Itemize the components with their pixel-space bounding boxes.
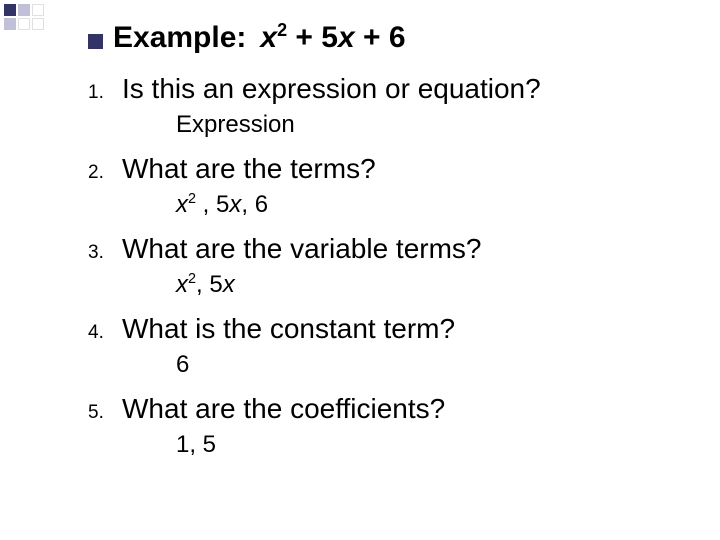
- question-number: 1.: [88, 82, 122, 104]
- example-heading: Example: x2 + 5x + 6: [88, 20, 692, 55]
- example-expression: x2 + 5x + 6: [260, 20, 405, 55]
- question-text: What is the constant term?: [122, 313, 455, 345]
- question-text: Is this an expression or equation?: [122, 73, 541, 105]
- answer-text: 6: [176, 351, 692, 379]
- question-text: What are the coefficients?: [122, 393, 445, 425]
- question-text: What are the terms?: [122, 153, 376, 185]
- question-number: 4.: [88, 322, 122, 344]
- list-item: 2. What are the terms? x2 , 5x, 6: [88, 153, 692, 219]
- question-number: 5.: [88, 402, 122, 424]
- answer-text: 1, 5: [176, 431, 692, 459]
- question-list: 1. Is this an expression or equation? Ex…: [88, 73, 692, 459]
- list-item: 5. What are the coefficients? 1, 5: [88, 393, 692, 459]
- list-item: 3. What are the variable terms? x2, 5x: [88, 233, 692, 299]
- answer-text: Expression: [176, 111, 692, 139]
- example-label: Example:: [113, 21, 246, 55]
- list-item: 1. Is this an expression or equation? Ex…: [88, 73, 692, 139]
- question-number: 3.: [88, 242, 122, 264]
- bullet-square-icon: [88, 34, 103, 49]
- corner-decoration: [4, 4, 44, 30]
- question-number: 2.: [88, 162, 122, 184]
- answer-text: x2, 5x: [176, 271, 692, 299]
- list-item: 4. What is the constant term? 6: [88, 313, 692, 379]
- answer-text: x2 , 5x, 6: [176, 191, 692, 219]
- question-text: What are the variable terms?: [122, 233, 482, 265]
